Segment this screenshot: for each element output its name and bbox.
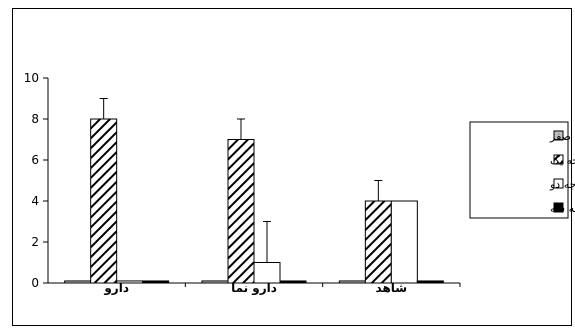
legend-swatch bbox=[553, 154, 564, 165]
legend-label: درجه یک bbox=[550, 154, 575, 167]
x-category-label: شاهد bbox=[376, 281, 408, 295]
legend-box bbox=[469, 121, 569, 219]
y-tick-label: 10 bbox=[24, 71, 39, 85]
x-axis: دارو دارو نما شاهد bbox=[48, 281, 461, 296]
legend-swatch bbox=[553, 202, 564, 213]
legend: درجه صفر درجه یک درجه دو درجه سه bbox=[469, 121, 575, 219]
legend-label: درجه سه bbox=[550, 202, 575, 215]
x-category-label: دارو bbox=[103, 281, 129, 296]
bar bbox=[227, 139, 255, 284]
bar bbox=[90, 118, 118, 284]
bar bbox=[364, 200, 392, 284]
legend-label: درجه صفر bbox=[549, 130, 575, 143]
y-tick-label: 2 bbox=[31, 235, 39, 249]
x-category-label: دارو نما bbox=[231, 281, 277, 296]
bar bbox=[253, 262, 281, 284]
legend-label: درجه دو bbox=[549, 178, 575, 191]
y-tick-label: 4 bbox=[31, 194, 39, 208]
y-axis: 0 2 4 6 8 10 bbox=[24, 71, 49, 290]
legend-swatch bbox=[553, 178, 564, 189]
y-tick-label: 0 bbox=[31, 276, 39, 290]
bar bbox=[390, 200, 418, 284]
y-tick-label: 8 bbox=[31, 112, 39, 126]
y-tick-label: 6 bbox=[31, 153, 39, 167]
bars bbox=[64, 98, 444, 284]
legend-swatch bbox=[553, 130, 564, 141]
